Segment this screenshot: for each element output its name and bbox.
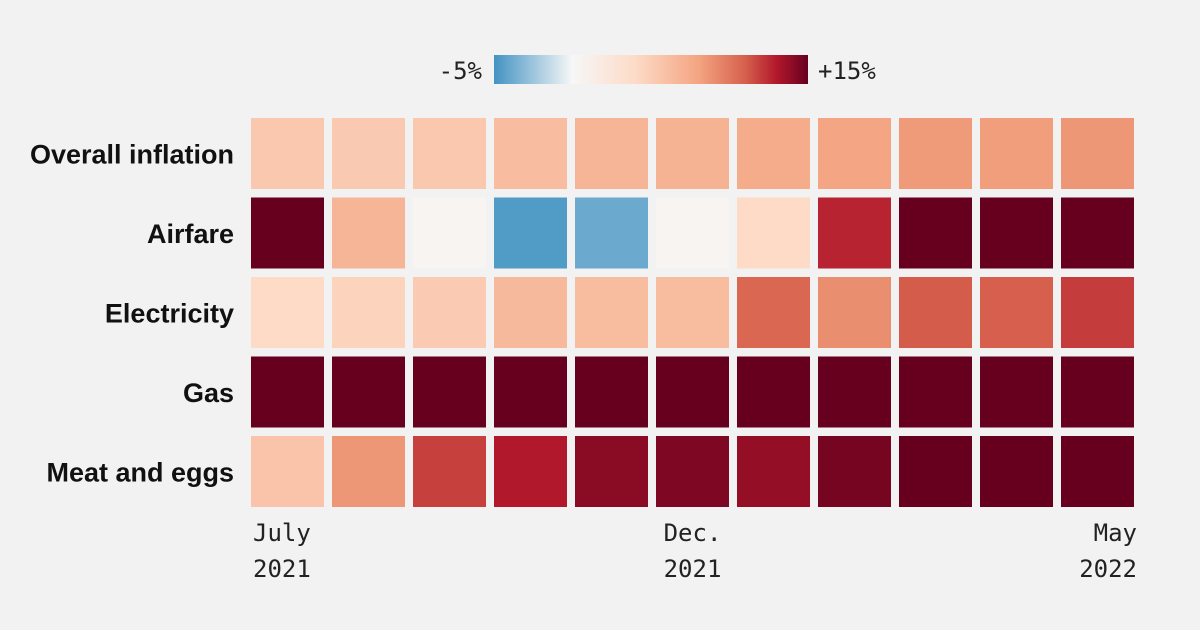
- heatmap-cell: [656, 436, 729, 507]
- row-labels: Overall inflation Airfare Electricity Gas Me…: [30, 140, 234, 488]
- heatmap-cell: [251, 118, 324, 189]
- heatmap-cell: [1061, 118, 1134, 189]
- heatmap-cell: [737, 436, 810, 507]
- heatmap-cell: [413, 277, 486, 348]
- heatmap-cell: [656, 277, 729, 348]
- row-label: Meat and eggs: [46, 458, 234, 488]
- heatmap-cell: [575, 356, 648, 428]
- heatmap-cell: [656, 197, 729, 269]
- heatmap-cell: [656, 118, 729, 189]
- heatmap-cell: [332, 197, 405, 269]
- heatmap-cell: [251, 197, 324, 269]
- heatmap-cell: [494, 197, 567, 269]
- x-tick-label: May: [1094, 519, 1137, 547]
- x-tick-label: July: [253, 519, 311, 547]
- heatmap-cell: [494, 118, 567, 189]
- heatmap-cell: [1061, 356, 1134, 428]
- heatmap-cell: [899, 277, 972, 348]
- heatmap-cell: [251, 436, 324, 507]
- heatmap-cell: [251, 277, 324, 348]
- heatmap-cells: [251, 118, 1134, 507]
- legend-max-label: +15%: [818, 57, 876, 85]
- heatmap-cell: [980, 436, 1053, 507]
- heatmap-cell: [899, 197, 972, 269]
- heatmap-cell: [818, 197, 891, 269]
- heatmap-cell: [575, 118, 648, 189]
- heatmap-cell: [899, 356, 972, 428]
- heatmap-cell: [1061, 197, 1134, 269]
- heatmap-cell: [332, 277, 405, 348]
- heatmap-cell: [818, 277, 891, 348]
- heatmap-cell: [413, 197, 486, 269]
- heatmap-cell: [413, 436, 486, 507]
- row-label: Gas: [183, 378, 234, 408]
- heatmap-cell: [818, 436, 891, 507]
- heatmap-cell: [899, 118, 972, 189]
- x-axis-tick-labels: July 2021 Dec. 2021 May 2022: [253, 519, 1137, 583]
- x-tick-label: 2021: [253, 555, 311, 583]
- heatmap-cell: [575, 436, 648, 507]
- heatmap-cell: [332, 118, 405, 189]
- heatmap-cell: [737, 356, 810, 428]
- x-tick-label: 2021: [664, 555, 722, 583]
- heatmap-cell: [332, 356, 405, 428]
- row-label: Overall inflation: [30, 140, 234, 170]
- heatmap-cell: [1061, 277, 1134, 348]
- x-tick-label: Dec.: [664, 519, 722, 547]
- heatmap-cell: [413, 356, 486, 428]
- heatmap-cell: [818, 356, 891, 428]
- heatmap-cell: [494, 436, 567, 507]
- heatmap-cell: [413, 118, 486, 189]
- heatmap-cell: [737, 197, 810, 269]
- heatmap-cell: [980, 356, 1053, 428]
- heatmap-cell: [575, 277, 648, 348]
- row-label: Airfare: [147, 219, 234, 249]
- legend-min-label: -5%: [439, 57, 483, 85]
- heatmap-cell: [737, 277, 810, 348]
- heatmap-cell: [1061, 436, 1134, 507]
- heatmap-cell: [656, 356, 729, 428]
- heatmap-cell: [737, 118, 810, 189]
- heatmap-cell: [899, 436, 972, 507]
- heatmap-cell: [818, 118, 891, 189]
- heatmap-cell: [494, 356, 567, 428]
- heatmap-cell: [575, 197, 648, 269]
- row-label: Electricity: [105, 299, 234, 329]
- heatmap-cell: [980, 118, 1053, 189]
- heatmap-cell: [332, 436, 405, 507]
- heatmap-cell: [494, 277, 567, 348]
- heatmap-cell: [251, 356, 324, 428]
- legend-color-bar: [494, 55, 808, 84]
- color-legend: -5% +15%: [439, 55, 876, 85]
- heatmap-cell: [980, 197, 1053, 269]
- x-tick-label: 2022: [1079, 555, 1137, 583]
- heatmap-cell: [980, 277, 1053, 348]
